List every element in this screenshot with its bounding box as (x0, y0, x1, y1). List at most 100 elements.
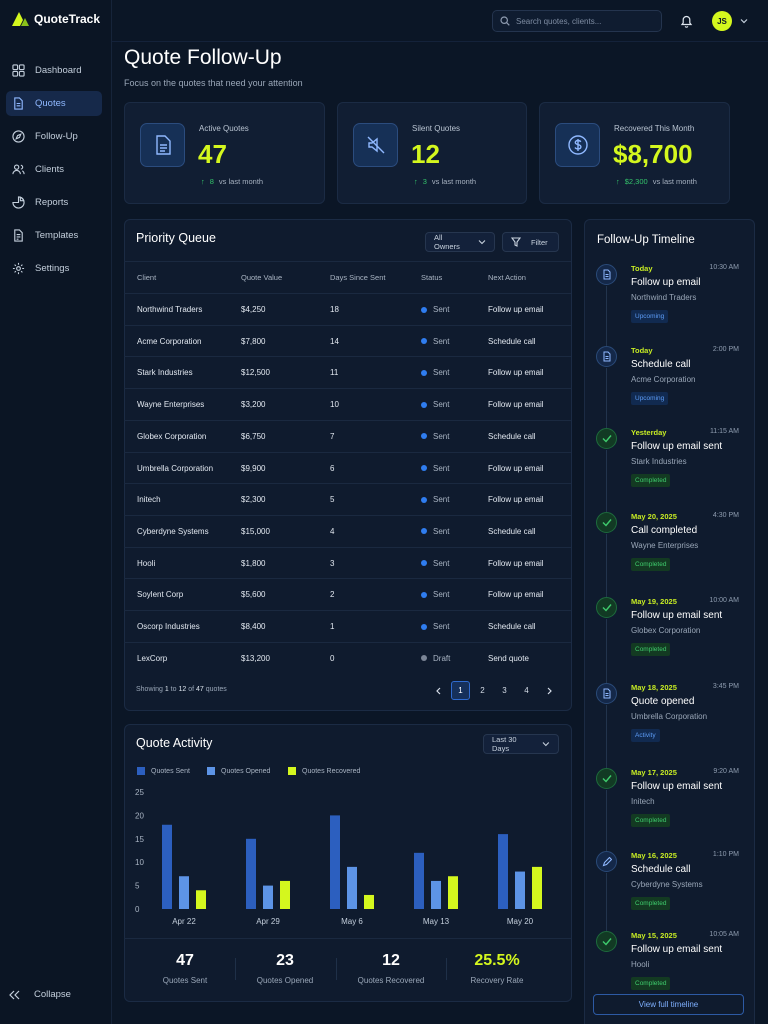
action-cell[interactable]: Follow up email (488, 368, 544, 378)
table-row[interactable]: Initech $2,300 5 Sent Follow up email (124, 483, 571, 515)
filter-button[interactable]: Filter (502, 232, 559, 252)
chevron-down-icon (478, 240, 486, 245)
timeline-title: Schedule call (631, 864, 691, 875)
bar[interactable] (179, 876, 189, 909)
column-header-status[interactable]: Status (421, 273, 443, 282)
days-cell: 0 (330, 653, 335, 663)
timeline-item[interactable]: May 16, 2025 1:10 PM Schedule call Cyberdyn… (596, 851, 746, 911)
timeline-item[interactable]: May 19, 2025 10:00 AM Follow up email sent… (596, 597, 746, 657)
sidebar-item-reports[interactable]: Reports (6, 190, 102, 215)
action-cell[interactable]: Schedule call (488, 526, 536, 536)
action-cell[interactable]: Follow up email (488, 558, 544, 568)
collapse-button[interactable]: Collapse (6, 982, 102, 1007)
prev-page-button[interactable] (429, 681, 448, 700)
table-row[interactable]: Soylent Corp $5,600 2 Sent Follow up email (124, 578, 571, 610)
page-button-2[interactable]: 2 (480, 686, 485, 695)
bar[interactable] (330, 815, 340, 909)
delta-suffix: vs last month (218, 177, 264, 186)
value-cell: $7,800 (241, 336, 266, 346)
timeline-item[interactable]: May 17, 2025 9:20 AM Follow up email sent I… (596, 768, 746, 828)
bar[interactable] (414, 852, 424, 909)
sidebar-item-dashboard[interactable]: Dashboard (6, 58, 102, 83)
divider (235, 958, 236, 980)
bar[interactable] (162, 824, 172, 909)
bar[interactable] (263, 885, 273, 909)
action-cell[interactable]: Send quote (488, 653, 529, 663)
table-row[interactable]: Hooli $1,800 3 Sent Follow up email (124, 546, 571, 579)
timeline-item[interactable]: Today 10:30 AM Follow up email Northwind Tr… (596, 264, 746, 324)
bar[interactable] (246, 838, 256, 909)
bar[interactable] (515, 871, 525, 909)
action-cell[interactable]: Schedule call (488, 431, 536, 441)
table-row[interactable]: Umbrella Corporation $9,900 6 Sent Follow up… (124, 451, 571, 484)
column-header-client[interactable]: Client (137, 273, 157, 282)
sidebar-item-settings[interactable]: Settings (6, 256, 102, 281)
bar[interactable] (280, 880, 290, 909)
action-cell[interactable]: Follow up email (488, 400, 544, 410)
table-row[interactable]: Cyberdyne Systems $15,000 4 Sent Schedule ca… (124, 514, 571, 547)
bar[interactable] (347, 866, 357, 909)
page-button-1[interactable]: 1 (451, 681, 470, 700)
table-row[interactable]: Stark Industries $12,500 11 Sent Follow up e… (124, 356, 571, 388)
bar[interactable] (498, 834, 508, 909)
action-cell[interactable]: Follow up email (488, 463, 544, 473)
bell-icon[interactable] (680, 14, 693, 28)
timeline-item[interactable]: May 15, 2025 10:05 AM Follow up email sent… (596, 931, 746, 991)
sidebar-item-clients[interactable]: Clients (6, 157, 102, 182)
status-cell: Sent (421, 527, 449, 536)
sidebar-item-templates[interactable]: Templates (6, 223, 102, 248)
column-header-days[interactable]: Days Since Sent (330, 273, 386, 282)
sidebar-item-quotes[interactable]: Quotes (6, 91, 102, 116)
timeline-item[interactable]: May 18, 2025 3:45 PM Quote opened Umbrella … (596, 683, 746, 743)
action-cell[interactable]: Follow up email (488, 590, 544, 600)
sidebar-item-label: Clients (35, 164, 65, 175)
showing-suffix: quotes (205, 686, 227, 693)
value-cell: $5,600 (241, 590, 266, 600)
status-cell: Sent (421, 495, 449, 504)
timeline-title: Follow up email sent (631, 944, 723, 955)
timeline-item[interactable]: Yesterday 11:15 AM Follow up email sent Sta… (596, 428, 746, 488)
sidebar-item-follow-up[interactable]: Follow-Up (6, 124, 102, 149)
table-row[interactable]: Wayne Enterprises $3,200 10 Sent Follow up e… (124, 388, 571, 420)
table-row[interactable]: Acme Corporation $7,800 14 Sent Schedule cal… (124, 324, 571, 357)
bar[interactable] (431, 880, 441, 909)
timeline-client: Wayne Enterprises (631, 541, 699, 550)
sidebar-item-label: Quotes (35, 98, 66, 109)
bar[interactable] (196, 890, 206, 909)
column-header-next-action[interactable]: Next Action (488, 273, 526, 282)
table-row[interactable]: Northwind Traders $4,250 18 Sent Follow up e… (124, 293, 571, 325)
summary-value: 23 (276, 952, 294, 969)
bar[interactable] (532, 866, 542, 909)
x-tick-label: May 20 (507, 917, 534, 926)
action-cell[interactable]: Schedule call (488, 336, 536, 346)
table-row[interactable]: Globex Corporation $6,750 7 Sent Schedule ca… (124, 419, 571, 452)
bar[interactable] (364, 894, 374, 909)
timeline-date: Yesterday (631, 428, 667, 437)
search-input[interactable]: Search quotes, clients... (492, 10, 662, 32)
summary-value: 12 (382, 952, 400, 969)
timeline-item[interactable]: May 20, 2025 4:30 PM Call completed Wayne E… (596, 512, 746, 572)
timeline-item[interactable]: Today 2:00 PM Schedule call Acme Corporatio… (596, 346, 746, 406)
column-header-quote-value[interactable]: Quote Value (241, 273, 283, 282)
bar[interactable] (448, 876, 458, 909)
action-cell[interactable]: Follow up email (488, 495, 544, 505)
sidebar-item-label: Templates (35, 230, 79, 241)
date-range-select[interactable]: Last 30 Days (483, 734, 559, 754)
app-logo[interactable]: QuoteTrack (12, 12, 100, 26)
timeline-connector (606, 286, 607, 346)
table-row[interactable]: LexCorp $13,200 0 Draft Send quote (124, 641, 571, 674)
sidebar: QuoteTrack Dashboard Quotes Follow-Up Cl… (0, 0, 112, 1024)
action-cell[interactable]: Schedule call (488, 622, 536, 631)
avatar[interactable]: JS (712, 11, 732, 31)
status-cell: Sent (421, 337, 449, 346)
status-dot (421, 369, 427, 376)
next-page-button[interactable] (540, 681, 559, 700)
owner-filter-select[interactable]: All Owners (425, 232, 495, 252)
value-cell: $12,500 (241, 368, 270, 378)
page-button-4[interactable]: 4 (524, 686, 529, 695)
page-button-3[interactable]: 3 (502, 686, 507, 695)
view-full-timeline-button[interactable]: View full timeline (593, 994, 744, 1015)
chevron-down-icon[interactable] (740, 17, 748, 25)
table-row[interactable]: Oscorp Industries $8,400 1 Sent Schedule cal… (124, 610, 571, 642)
action-cell[interactable]: Follow up email (488, 305, 544, 314)
